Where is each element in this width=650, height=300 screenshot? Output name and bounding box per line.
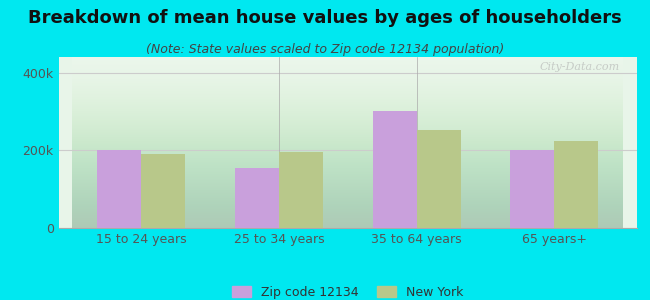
Bar bbox=[417, 130, 461, 228]
Text: Breakdown of mean house values by ages of householders: Breakdown of mean house values by ages o… bbox=[28, 9, 622, 27]
Bar bbox=[97, 150, 141, 228]
Bar bbox=[510, 150, 554, 228]
Bar bbox=[141, 154, 185, 228]
Bar bbox=[372, 111, 417, 228]
Legend: Zip code 12134, New York: Zip code 12134, New York bbox=[227, 281, 469, 300]
Text: City-Data.com: City-Data.com bbox=[540, 62, 619, 72]
Text: (Note: State values scaled to Zip code 12134 population): (Note: State values scaled to Zip code 1… bbox=[146, 44, 504, 56]
Bar bbox=[554, 141, 599, 228]
Bar bbox=[279, 152, 323, 228]
Bar bbox=[235, 168, 279, 228]
